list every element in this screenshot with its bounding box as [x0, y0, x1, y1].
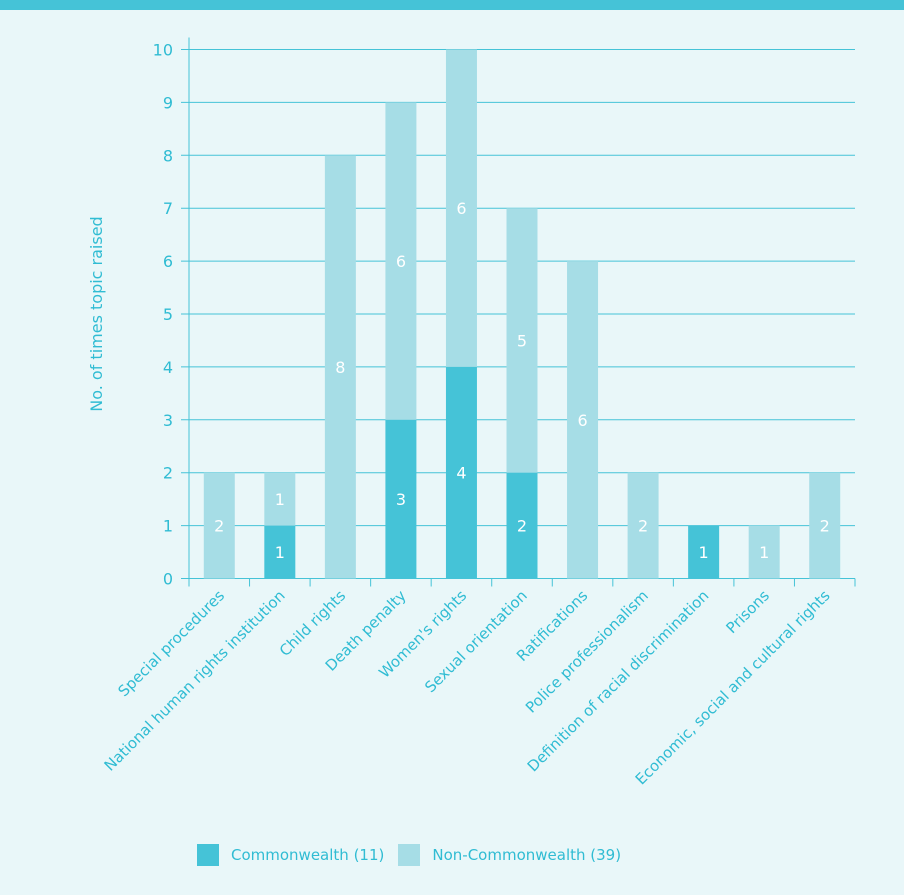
x-category-label-9: Prisons	[722, 586, 773, 637]
bar-value-label-commonwealth-1: 1	[275, 543, 285, 562]
bar-commonwealth-5[interactable]	[506, 472, 538, 579]
legend-label-non-commonwealth: Non-Commonwealth (39)	[432, 846, 622, 864]
y-tick-label-3: 3	[163, 411, 173, 430]
y-tick-label-0: 0	[163, 570, 173, 589]
y-tick-label-9: 9	[163, 93, 173, 112]
bar-value-label-non-commonwealth-6: 6	[577, 411, 587, 430]
bar-non-commonwealth-10[interactable]	[809, 472, 841, 579]
y-tick-label-1: 1	[163, 517, 173, 536]
stacked-bar-chart: 0 1 2 3 4 5 6 7 8 9 10 No. of times topic raised 2 Sp…	[87, 37, 856, 788]
bar-value-label-non-commonwealth-9: 1	[759, 543, 769, 562]
x-category-label-5: Sexual orientation	[421, 587, 531, 697]
bar-non-commonwealth-6[interactable]	[567, 261, 599, 579]
bar-value-label-non-commonwealth-4: 6	[456, 199, 466, 218]
x-category-label-0: Special procedures	[114, 586, 228, 700]
legend-swatch-commonwealth	[197, 844, 219, 866]
bar-value-label-non-commonwealth-2: 8	[335, 358, 345, 377]
bar-non-commonwealth-9[interactable]	[748, 525, 780, 579]
y-tick-label-8: 8	[163, 146, 173, 165]
x-category-label-7: Police professionalism	[522, 587, 652, 717]
bar-value-label-non-commonwealth-7: 2	[638, 517, 648, 536]
bar-value-label-non-commonwealth-10: 2	[820, 517, 830, 536]
bar-commonwealth-4[interactable]	[445, 366, 477, 579]
bar-value-label-commonwealth-8: 1	[699, 543, 709, 562]
bar-commonwealth-1[interactable]	[264, 525, 296, 579]
legend-swatch-non-commonwealth	[398, 844, 421, 866]
bar-commonwealth-3[interactable]	[385, 419, 417, 579]
legend-item-commonwealth[interactable]: Commonwealth (11)	[197, 844, 384, 866]
y-tick-label-2: 2	[163, 464, 173, 483]
y-tick-label-6: 6	[163, 252, 173, 271]
legend-item-non-commonwealth[interactable]: Non-Commonwealth (39)	[398, 844, 621, 866]
y-tick-label-4: 4	[163, 358, 173, 377]
y-axis-label: No. of times topic raised	[87, 216, 106, 411]
bar-commonwealth-8[interactable]	[688, 525, 720, 579]
bar-value-label-commonwealth-5: 2	[517, 517, 527, 536]
bar-value-label-non-commonwealth-5: 5	[517, 331, 527, 350]
y-tick-label-7: 7	[163, 199, 173, 218]
bar-non-commonwealth-3[interactable]	[385, 102, 417, 420]
legend: Commonwealth (11) Non-Commonwealth (39)	[197, 844, 635, 866]
top-accent-bar	[0, 0, 904, 10]
bar-non-commonwealth-2[interactable]	[324, 155, 356, 579]
bar-non-commonwealth-4[interactable]	[445, 49, 477, 367]
y-tick-label-5: 5	[163, 305, 173, 324]
bar-value-label-non-commonwealth-3: 6	[396, 252, 406, 271]
bar-value-label-commonwealth-4: 4	[456, 464, 466, 483]
bar-value-label-commonwealth-3: 3	[396, 490, 406, 509]
bar-non-commonwealth-5[interactable]	[506, 208, 538, 473]
bar-non-commonwealth-0[interactable]	[203, 472, 235, 579]
bar-value-label-non-commonwealth-0: 2	[214, 517, 224, 536]
legend-label-commonwealth: Commonwealth (11)	[231, 846, 385, 864]
y-tick-label-10: 10	[153, 41, 173, 60]
bar-non-commonwealth-7[interactable]	[627, 472, 659, 579]
bar-non-commonwealth-1[interactable]	[264, 472, 296, 526]
bar-value-label-non-commonwealth-1: 1	[275, 490, 285, 509]
